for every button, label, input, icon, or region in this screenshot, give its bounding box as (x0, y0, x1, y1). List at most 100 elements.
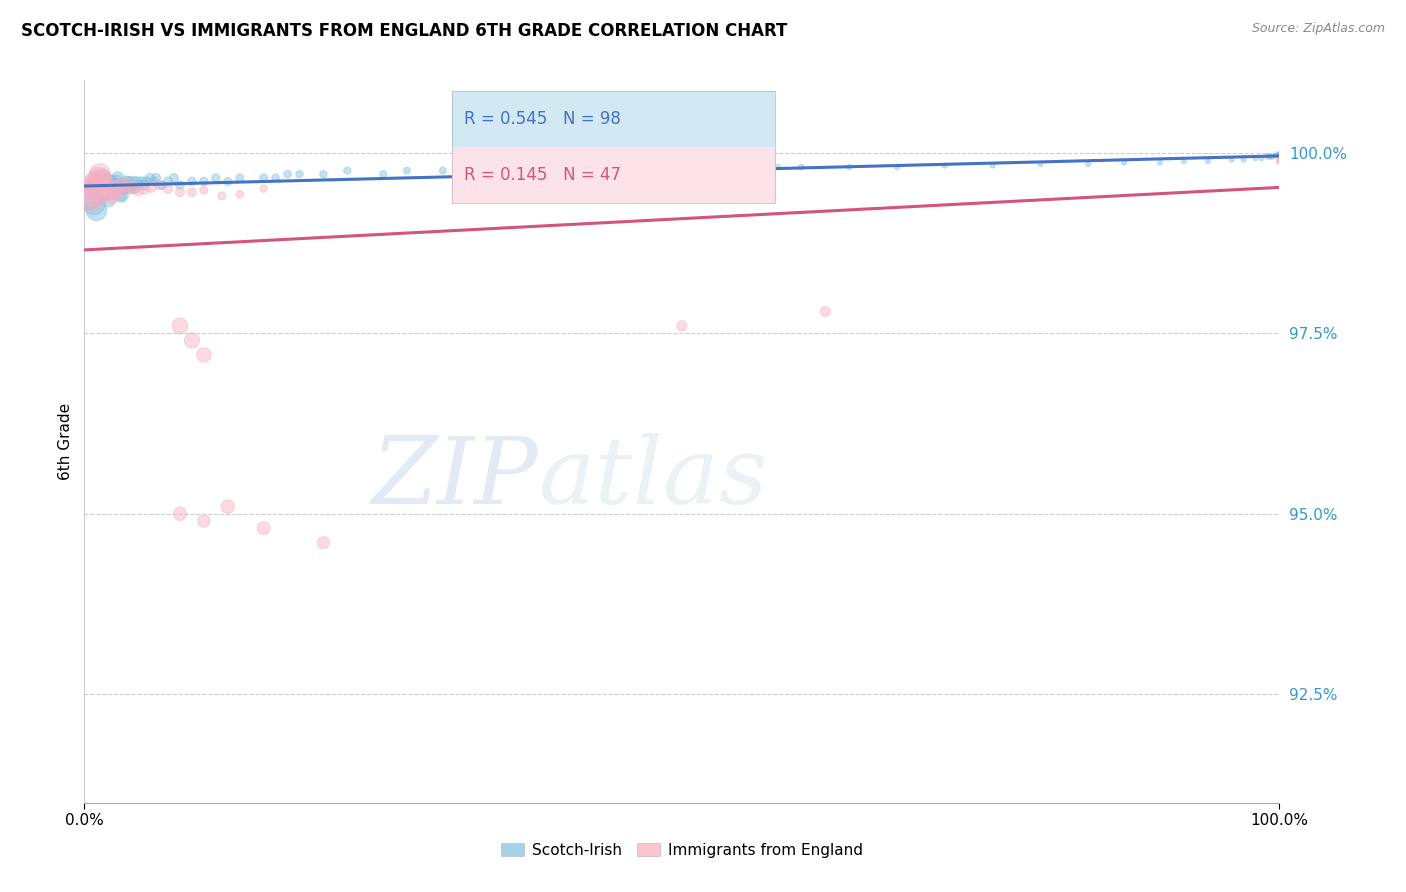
Point (1268, 147, 1291, 161)
Point (432, 163, 454, 178)
Point (1077, 157, 1099, 171)
Point (1258, 150, 1281, 164)
Point (1268, 153, 1291, 168)
Point (718, 161, 741, 176)
Point (79, 189, 101, 203)
Text: ZIP: ZIP (371, 433, 538, 523)
Point (87, 171, 110, 186)
Point (86, 203, 108, 218)
Point (86, 181, 108, 195)
Point (1029, 157, 1052, 171)
Point (1197, 154, 1219, 169)
Point (139, 170, 162, 185)
Point (396, 163, 419, 178)
Point (79, 189, 101, 203)
Point (110, 178, 132, 192)
Point (1268, 153, 1291, 167)
Point (131, 174, 153, 188)
Point (91, 181, 114, 195)
Point (103, 181, 125, 195)
Point (83, 196, 105, 211)
Point (1268, 154, 1291, 169)
Point (1268, 151, 1291, 165)
Point (91, 170, 114, 185)
Point (336, 163, 359, 178)
Point (181, 334, 204, 348)
Point (169, 318, 191, 333)
Point (132, 181, 156, 195)
Point (111, 189, 134, 203)
Point (181, 174, 204, 188)
Point (93, 178, 115, 192)
Point (127, 183, 149, 197)
Point (1244, 151, 1267, 165)
Point (89, 178, 111, 192)
Point (169, 186, 191, 200)
Point (264, 170, 287, 185)
Point (104, 178, 127, 192)
Point (114, 178, 136, 192)
Point (118, 181, 141, 195)
Point (1149, 155, 1171, 169)
Point (1268, 150, 1291, 164)
Point (110, 189, 132, 203)
Point (1261, 150, 1284, 164)
Point (91, 174, 114, 188)
Point (105, 181, 128, 195)
Point (115, 174, 138, 188)
Point (117, 178, 139, 192)
Point (814, 304, 837, 318)
Point (211, 189, 233, 203)
Point (97, 193, 120, 207)
Point (101, 178, 124, 192)
Point (288, 167, 311, 181)
Point (1264, 148, 1286, 162)
Point (193, 348, 215, 362)
Point (128, 178, 150, 192)
Point (103, 186, 125, 200)
Point (87, 174, 110, 188)
Point (599, 161, 621, 176)
Point (647, 163, 669, 178)
Point (253, 170, 276, 185)
Point (1268, 148, 1291, 162)
Point (122, 174, 145, 188)
Text: atlas: atlas (538, 433, 768, 523)
Point (157, 174, 180, 188)
Point (981, 159, 1004, 173)
Point (1257, 150, 1279, 164)
Point (84, 180, 107, 194)
Point (575, 163, 598, 178)
Point (124, 181, 146, 195)
Point (163, 170, 186, 185)
Point (94, 174, 117, 188)
Point (105, 174, 128, 188)
Point (671, 318, 693, 333)
Point (149, 178, 172, 192)
FancyBboxPatch shape (453, 91, 775, 203)
Point (838, 160, 860, 174)
Point (135, 174, 157, 188)
Point (1268, 147, 1291, 161)
Point (1173, 154, 1195, 169)
Point (96, 181, 118, 195)
Point (145, 170, 167, 185)
Point (110, 181, 132, 195)
Text: R = 0.145   N = 47: R = 0.145 N = 47 (464, 166, 621, 184)
Point (193, 514, 215, 528)
Point (1250, 151, 1272, 165)
Point (82, 186, 104, 200)
Point (101, 186, 124, 200)
Point (1268, 151, 1291, 165)
Point (1257, 148, 1279, 162)
Point (93, 186, 115, 200)
Point (503, 166, 526, 180)
Point (112, 181, 135, 195)
Point (125, 174, 148, 188)
Point (117, 178, 139, 192)
Point (101, 189, 124, 203)
Point (141, 180, 163, 194)
Point (373, 167, 395, 181)
Point (934, 159, 956, 173)
Point (229, 170, 252, 185)
